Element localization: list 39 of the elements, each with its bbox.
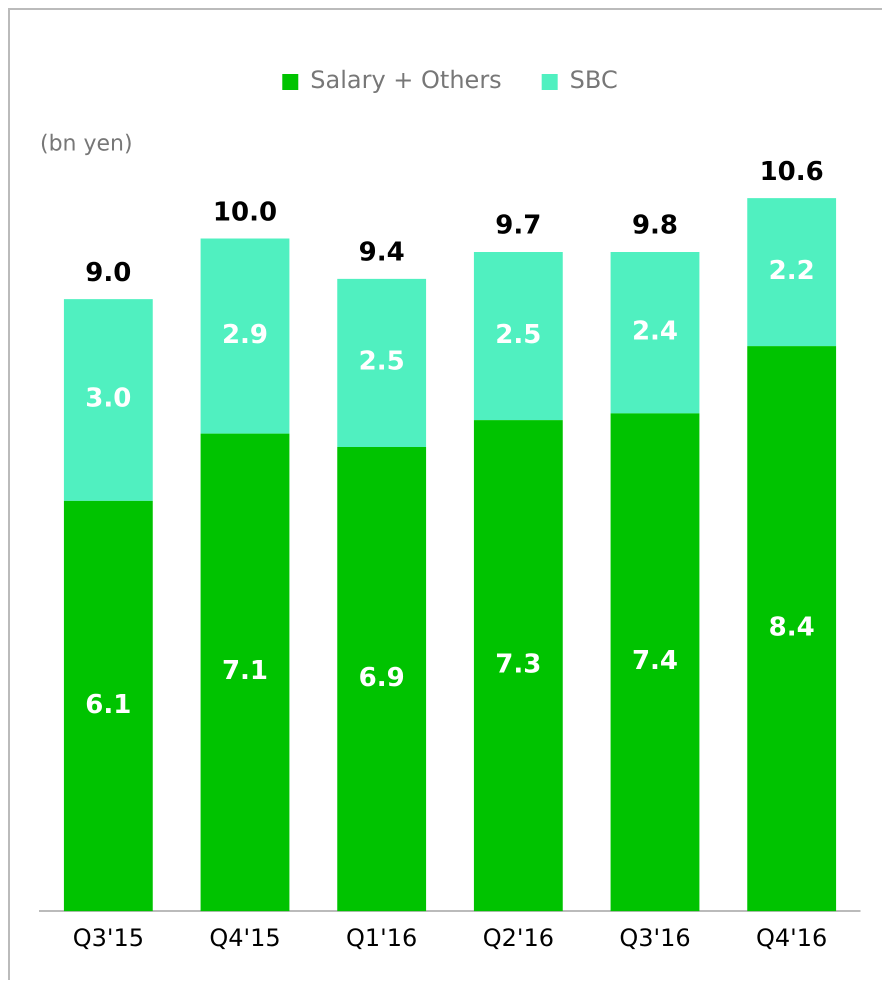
data-label: 2.5 — [495, 320, 542, 350]
bar — [747, 346, 836, 912]
x-tick-label: Q3'16 — [619, 924, 691, 952]
data-label: 6.1 — [85, 690, 132, 720]
total-label: 9.8 — [632, 210, 678, 241]
data-label: 8.4 — [768, 612, 815, 642]
data-label: 7.3 — [495, 649, 542, 680]
bar — [200, 434, 290, 912]
data-label: 7.4 — [632, 646, 678, 676]
bar — [64, 500, 153, 912]
bar — [747, 198, 836, 346]
bar — [610, 413, 700, 912]
data-label: 2.9 — [222, 320, 268, 350]
legend-label: SBC — [570, 66, 618, 94]
x-tick-label: Q4'16 — [756, 924, 828, 952]
x-tick-label: Q4'15 — [209, 924, 281, 952]
bar — [64, 299, 153, 501]
bar — [474, 420, 563, 912]
x-tick-label: Q1'16 — [346, 924, 418, 952]
bar — [337, 447, 426, 912]
total-label: 9.7 — [495, 210, 542, 241]
y-axis-title: (bn yen) — [40, 132, 133, 157]
total-label: 9.4 — [358, 238, 405, 268]
data-label: 2.2 — [768, 256, 815, 286]
total-label: 9.0 — [85, 258, 132, 288]
data-label: 7.1 — [222, 656, 268, 686]
x-tick-label: Q3'15 — [72, 924, 144, 952]
data-label: 3.0 — [85, 384, 132, 414]
data-label: 6.9 — [358, 662, 405, 693]
x-tick-label: Q2'16 — [482, 924, 554, 952]
total-label: 10.6 — [760, 156, 824, 187]
legend-label: Salary + Others — [310, 66, 502, 94]
data-label: 2.4 — [632, 316, 678, 346]
bar — [337, 278, 426, 448]
bar — [610, 252, 700, 414]
bar — [474, 252, 563, 420]
total-label: 10.0 — [212, 197, 278, 228]
data-label: 2.5 — [358, 346, 405, 377]
bar — [200, 238, 290, 434]
